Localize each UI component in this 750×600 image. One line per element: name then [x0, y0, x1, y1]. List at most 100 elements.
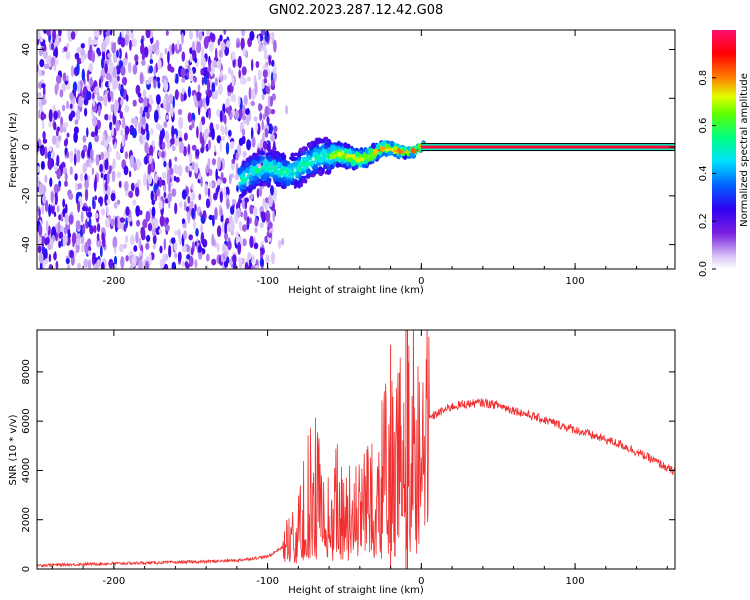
spectrogram-noise-cell	[47, 157, 53, 170]
spectrogram-noise-cell	[120, 255, 125, 269]
spectrogram-noise-cell	[259, 257, 264, 267]
spectrogram-noise-cell	[198, 172, 202, 180]
spectrogram-noise-cell	[93, 179, 97, 192]
spectrogram-noise-cell	[225, 142, 230, 155]
spectrogram-noise-cell	[115, 120, 120, 132]
spectrogram-noise-cell	[245, 108, 250, 115]
spectrogram-noise-cell	[123, 223, 127, 232]
spectrogram-signal-cell	[323, 165, 328, 169]
spectrogram-noise-cell	[181, 51, 186, 62]
spectrogram-noise-cell	[56, 168, 61, 180]
spectrogram-noise-cell	[195, 228, 199, 237]
spectrogram-noise-cell	[189, 200, 194, 209]
spectrogram-noise-cell	[191, 183, 194, 191]
spectrogram-signal-cell	[254, 153, 258, 158]
spectrogram-noise-cell	[132, 38, 138, 47]
spectrogram-noise-cell	[267, 232, 273, 238]
spectrogram-noise-cell	[219, 191, 223, 203]
spectrogram-noise-cell	[74, 119, 79, 125]
spectrogram-signal-cell	[336, 163, 340, 168]
spectrogram-noise-cell	[87, 250, 92, 256]
spectrogram-noise-cell	[198, 31, 203, 41]
spectrogram-noise-cell	[100, 151, 105, 160]
spectrogram-noise-cell	[99, 245, 103, 258]
spectrogram-noise-cell	[74, 147, 77, 154]
spectrogram-noise-cell	[145, 242, 150, 250]
spectrogram-noise-cell	[82, 223, 86, 235]
spectrogram-noise-cell	[193, 76, 198, 83]
spectrogram-signal-cell	[290, 152, 295, 158]
spectrogram-noise-cell	[142, 173, 147, 187]
spectrogram-signal-cell	[284, 167, 289, 175]
spectrogram-noise-cell	[142, 134, 146, 145]
spectrogram-noise-cell	[80, 48, 86, 59]
spectrogram-noise-cell	[191, 119, 195, 129]
spectrogram-noise-cell	[280, 238, 285, 246]
spectrogram-noise-cell	[266, 116, 270, 124]
spectrogram-noise-cell	[201, 116, 206, 126]
spectrogram-noise-cell	[230, 205, 235, 215]
spectrogram-noise-cell	[69, 150, 74, 163]
spectrogram-noise-cell	[170, 136, 175, 145]
spectrogram-noise-cell	[75, 182, 78, 192]
spectrogram-signal-cell	[272, 150, 279, 157]
spectrogram-noise-cell	[128, 190, 134, 199]
spectrogram-noise-cell	[101, 41, 107, 53]
spectrogram-noise-cell	[123, 243, 127, 249]
snr-y-tick-label: 8000	[21, 359, 32, 384]
spectrogram-noise-cell	[253, 116, 258, 122]
spectrogram-noise-cell	[259, 112, 263, 121]
spectrogram-noise-cell	[105, 72, 111, 81]
spectrogram-noise-cell	[92, 252, 96, 258]
spectrogram-noise-cell	[106, 135, 112, 144]
spectrogram-noise-cell	[197, 84, 201, 92]
spectrogram-noise-cell	[99, 163, 104, 173]
spectrogram-noise-cell	[135, 84, 141, 95]
spectrogram-noise-cell	[268, 55, 272, 66]
spectrogram-noise-cell	[104, 181, 108, 192]
spectrogram-noise-cell	[163, 97, 167, 110]
spectrogram-noise-cell	[85, 159, 91, 168]
spectrogram-signal-cell	[302, 166, 307, 171]
spectrogram-noise-cell	[53, 252, 57, 261]
spectrogram-signal-cell	[312, 165, 318, 171]
spectrogram-noise-cell	[48, 146, 53, 152]
spectrogram-noise-cell	[38, 224, 43, 237]
spectrogram-noise-cell	[160, 150, 166, 159]
spectrogram-noise-cell	[240, 211, 243, 218]
spectrogram-noise-cell	[241, 30, 246, 37]
spectrogram-signal-cell	[290, 180, 295, 186]
spectrogram-noise-cell	[259, 222, 265, 229]
spectrogram-noise-cell	[50, 202, 55, 215]
spectrogram-noise-cell	[207, 139, 212, 150]
spectrogram-noise-cell	[73, 126, 79, 134]
spectrogram-noise-cell	[50, 56, 56, 67]
spectrogram-noise-cell	[121, 76, 128, 86]
spectrogram-signal-cell	[365, 148, 369, 155]
spectrogram-noise-cell	[229, 141, 234, 150]
spectrogram-signal-cell	[368, 149, 373, 154]
spectrogram-noise-cell	[132, 64, 138, 75]
spectrogram-noise-cell	[199, 211, 202, 218]
spectrogram-noise-cell	[67, 232, 72, 239]
spectrogram-noise-cell	[194, 203, 197, 212]
spectrogram-noise-cell	[113, 246, 117, 254]
spectrogram-noise-cell	[68, 214, 74, 225]
spectrogram-noise-cell	[38, 69, 42, 78]
spectrogram-noise-cell	[204, 183, 208, 196]
spectrogram-noise-cell	[161, 141, 166, 150]
spectrogram-noise-cell	[225, 97, 231, 108]
snr-x-tick-label: -200	[103, 576, 126, 587]
spectrogram-noise-cell	[218, 49, 223, 58]
spectrogram-noise-cell	[121, 134, 125, 147]
spectrogram-noise-cell	[135, 231, 139, 244]
spectrogram-noise-cell	[236, 207, 241, 218]
spectrogram-signal-cell	[376, 154, 381, 160]
spectrogram-signal-cell	[304, 146, 308, 152]
spectrogram-noise-cell	[247, 252, 252, 261]
spectrogram-noise-cell	[260, 211, 265, 219]
spectrogram-noise-cell	[132, 99, 137, 107]
snr-y-tick-label: 4000	[21, 458, 32, 483]
spectrogram-noise-cell	[64, 212, 69, 225]
spectrogram-noise-cell	[43, 63, 49, 69]
